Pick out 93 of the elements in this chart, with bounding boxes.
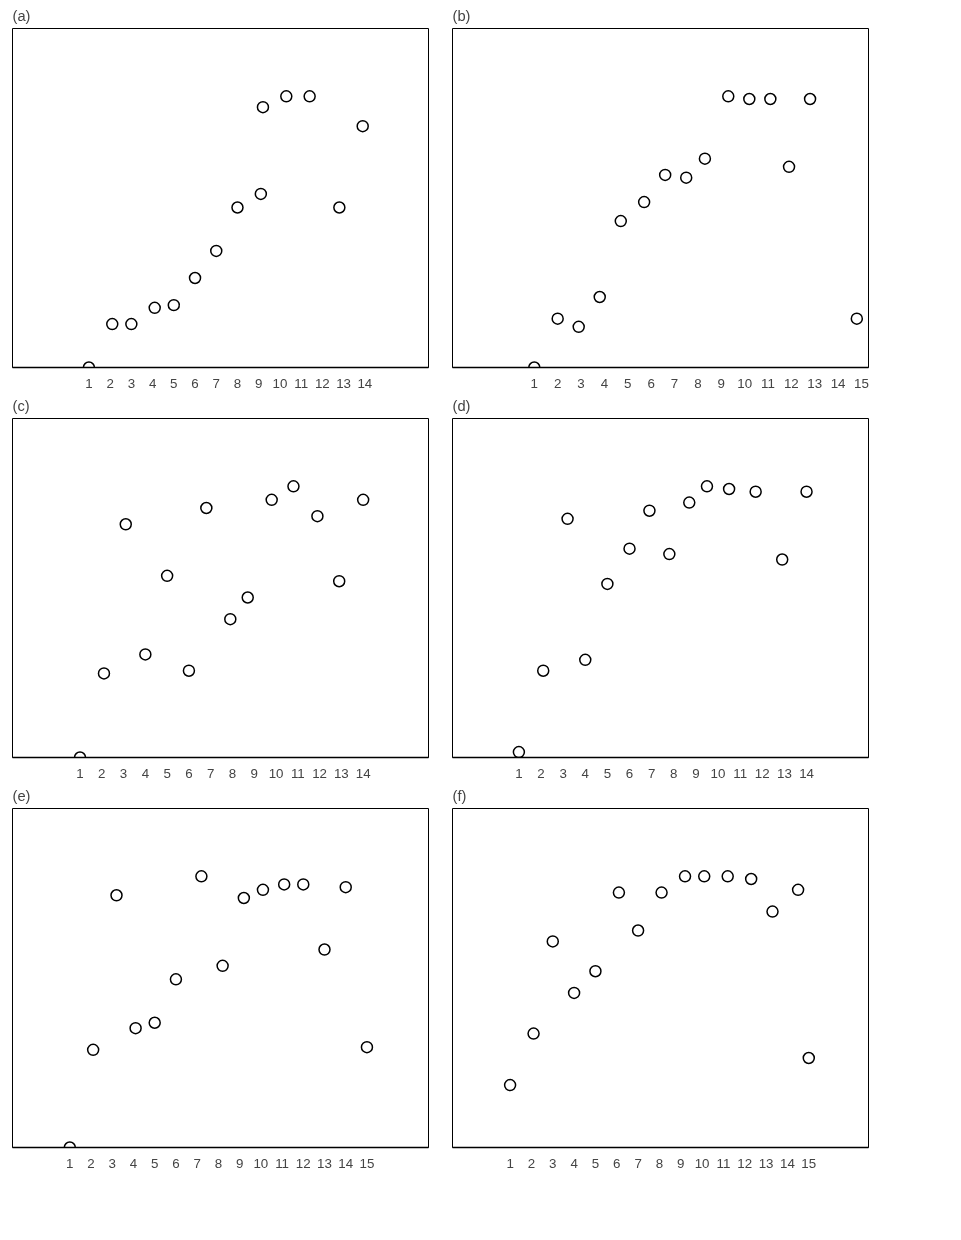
x-tick-label: 14 — [830, 375, 847, 391]
x-tick-label: 9 — [255, 375, 263, 391]
x-tick-label: 7 — [634, 1155, 642, 1171]
x-tick-label: 15 — [801, 1155, 817, 1171]
x-tick-label: 10 — [253, 1155, 269, 1171]
x-tick-label: 10 — [737, 375, 753, 391]
x-tick-label: 7 — [670, 375, 679, 391]
x-tick-label: 13 — [758, 1155, 774, 1171]
x-tick-label: 9 — [717, 375, 725, 391]
x-tick-label: 12 — [737, 1155, 753, 1171]
x-tick-label: 15 — [854, 375, 869, 391]
x-tick-label: 4 — [600, 375, 609, 391]
x-tick-label: 9 — [677, 1155, 685, 1171]
x-tick-label: 12 — [754, 765, 770, 781]
x-tick-label: 4 — [141, 765, 150, 781]
x-tick-label: 3 — [549, 1155, 557, 1171]
chart-title: (b) — [452, 7, 471, 24]
x-tick-label: 14 — [357, 375, 373, 391]
x-tick-label: 9 — [235, 1155, 244, 1171]
x-tick-label: 5 — [603, 765, 612, 781]
x-tick-label: 2 — [553, 375, 562, 391]
x-tick-label: 3 — [559, 765, 567, 781]
x-tick-label: 8 — [214, 1155, 223, 1171]
x-tick-label: 15 — [359, 1155, 375, 1171]
x-tick-label: 4 — [148, 375, 157, 391]
x-tick-label: 3 — [127, 375, 136, 391]
x-tick-label: 6 — [625, 765, 634, 781]
x-tick-label: 12 — [295, 1155, 311, 1171]
x-tick-label: 7 — [206, 765, 215, 781]
x-tick-label: 1 — [85, 375, 93, 391]
x-tick-label: 8 — [670, 765, 678, 781]
x-tick-label: 4 — [129, 1155, 138, 1171]
x-tick-label: 1 — [530, 375, 539, 391]
x-tick-label: 2 — [106, 375, 114, 391]
x-tick-label: 6 — [185, 765, 193, 781]
x-tick-label: 5 — [591, 1155, 600, 1171]
x-tick-label: 2 — [87, 1155, 95, 1171]
x-tick-label: 5 — [151, 1155, 159, 1171]
x-tick-label: 6 — [613, 1155, 621, 1171]
x-tick-label: 10 — [268, 765, 284, 781]
x-tick-label: 7 — [212, 375, 220, 391]
x-tick-label: 3 — [108, 1155, 116, 1171]
x-tick-label: 3 — [119, 765, 128, 781]
x-tick-label: 14 — [799, 765, 815, 781]
x-tick-label: 13 — [777, 765, 792, 781]
x-tick-label: 14 — [780, 1155, 796, 1171]
x-tick-label: 5 — [163, 765, 171, 781]
x-tick-label: 1 — [76, 765, 84, 781]
x-tick-label: 10 — [694, 1155, 710, 1171]
x-tick-label: 8 — [228, 765, 237, 781]
x-tick-label: 12 — [783, 375, 799, 391]
x-tick-label: 11 — [716, 1155, 731, 1171]
x-tick-label: 8 — [655, 1155, 664, 1171]
x-tick-label: 9 — [692, 765, 700, 781]
x-tick-label: 2 — [527, 1155, 536, 1171]
x-tick-label: 2 — [537, 765, 545, 781]
x-tick-label: 13 — [807, 375, 823, 391]
x-tick-label: 3 — [577, 375, 585, 391]
x-tick-label: 10 — [272, 375, 288, 391]
x-tick-label: 4 — [581, 765, 590, 781]
chart-title: (c) — [12, 397, 30, 414]
x-tick-label: 6 — [172, 1155, 180, 1171]
x-tick-label: 8 — [694, 375, 702, 391]
x-tick-label: 10 — [710, 765, 726, 781]
x-tick-label: 14 — [355, 765, 372, 781]
x-tick-label: 1 — [66, 1155, 74, 1171]
x-tick-label: 5 — [170, 375, 178, 391]
x-tick-label: 11 — [290, 765, 305, 781]
chart-title: (e) — [12, 787, 31, 804]
x-tick-label: 11 — [733, 765, 748, 781]
chart-title: (f) — [452, 787, 467, 804]
x-tick-label: 6 — [191, 375, 199, 391]
x-tick-label: 7 — [193, 1155, 201, 1171]
x-tick-label: 4 — [570, 1155, 579, 1171]
x-tick-label: 11 — [275, 1155, 289, 1171]
x-tick-label: 1 — [506, 1155, 514, 1171]
x-tick-label: 2 — [98, 765, 106, 781]
x-tick-label: 13 — [317, 1155, 332, 1171]
x-tick-label: 7 — [647, 765, 656, 781]
x-tick-label: 9 — [250, 765, 258, 781]
x-tick-label: 6 — [647, 375, 655, 391]
x-tick-label: 8 — [233, 375, 242, 391]
chart-title: (a) — [12, 7, 31, 24]
x-tick-label: 13 — [336, 375, 352, 391]
chart-title: (d) — [452, 397, 471, 414]
x-tick-label: 5 — [624, 375, 632, 391]
x-tick-label: 12 — [312, 765, 328, 781]
x-tick-label: 14 — [338, 1155, 354, 1171]
x-tick-label: 13 — [333, 765, 349, 781]
x-tick-label: 11 — [761, 375, 775, 391]
x-tick-label: 12 — [314, 375, 330, 391]
x-tick-label: 1 — [515, 765, 523, 781]
x-tick-label: 11 — [294, 375, 309, 391]
